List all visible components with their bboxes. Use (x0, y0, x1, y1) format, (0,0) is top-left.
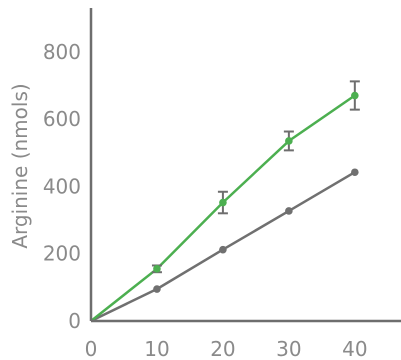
series-1-point-10 (153, 265, 161, 273)
x-tick-labels: 0 10 20 30 40 (85, 337, 368, 360)
series-1-point-20 (219, 198, 227, 207)
x-tick-label-30: 30 (276, 337, 301, 360)
y-tick-label-600: 600 (43, 107, 81, 131)
series-2-point-20 (219, 245, 227, 254)
y-tick-label-400: 400 (43, 174, 81, 198)
y-tick-label-800: 800 (43, 40, 81, 64)
series-1-point-40 (351, 91, 359, 100)
y-axis-title: Arginine (nmols) (8, 83, 32, 248)
series-2-point-40 (351, 168, 359, 177)
y-tick-label-0: 0 (68, 309, 81, 333)
series-layer (90, 80, 360, 323)
series-1 (90, 80, 360, 322)
x-tick-label-40: 40 (342, 337, 367, 360)
series-2-point-30 (285, 207, 293, 215)
series-2-point-10 (153, 285, 161, 293)
x-tick-label-20: 20 (210, 337, 235, 360)
x-tick-label-0: 0 (85, 337, 98, 360)
x-tick-label-10: 10 (144, 337, 169, 360)
y-tick-label-200: 200 (43, 242, 81, 266)
series-1-point-30 (285, 137, 293, 145)
series-2 (90, 168, 359, 323)
y-tick-labels: 0 200 400 600 800 (43, 40, 81, 333)
